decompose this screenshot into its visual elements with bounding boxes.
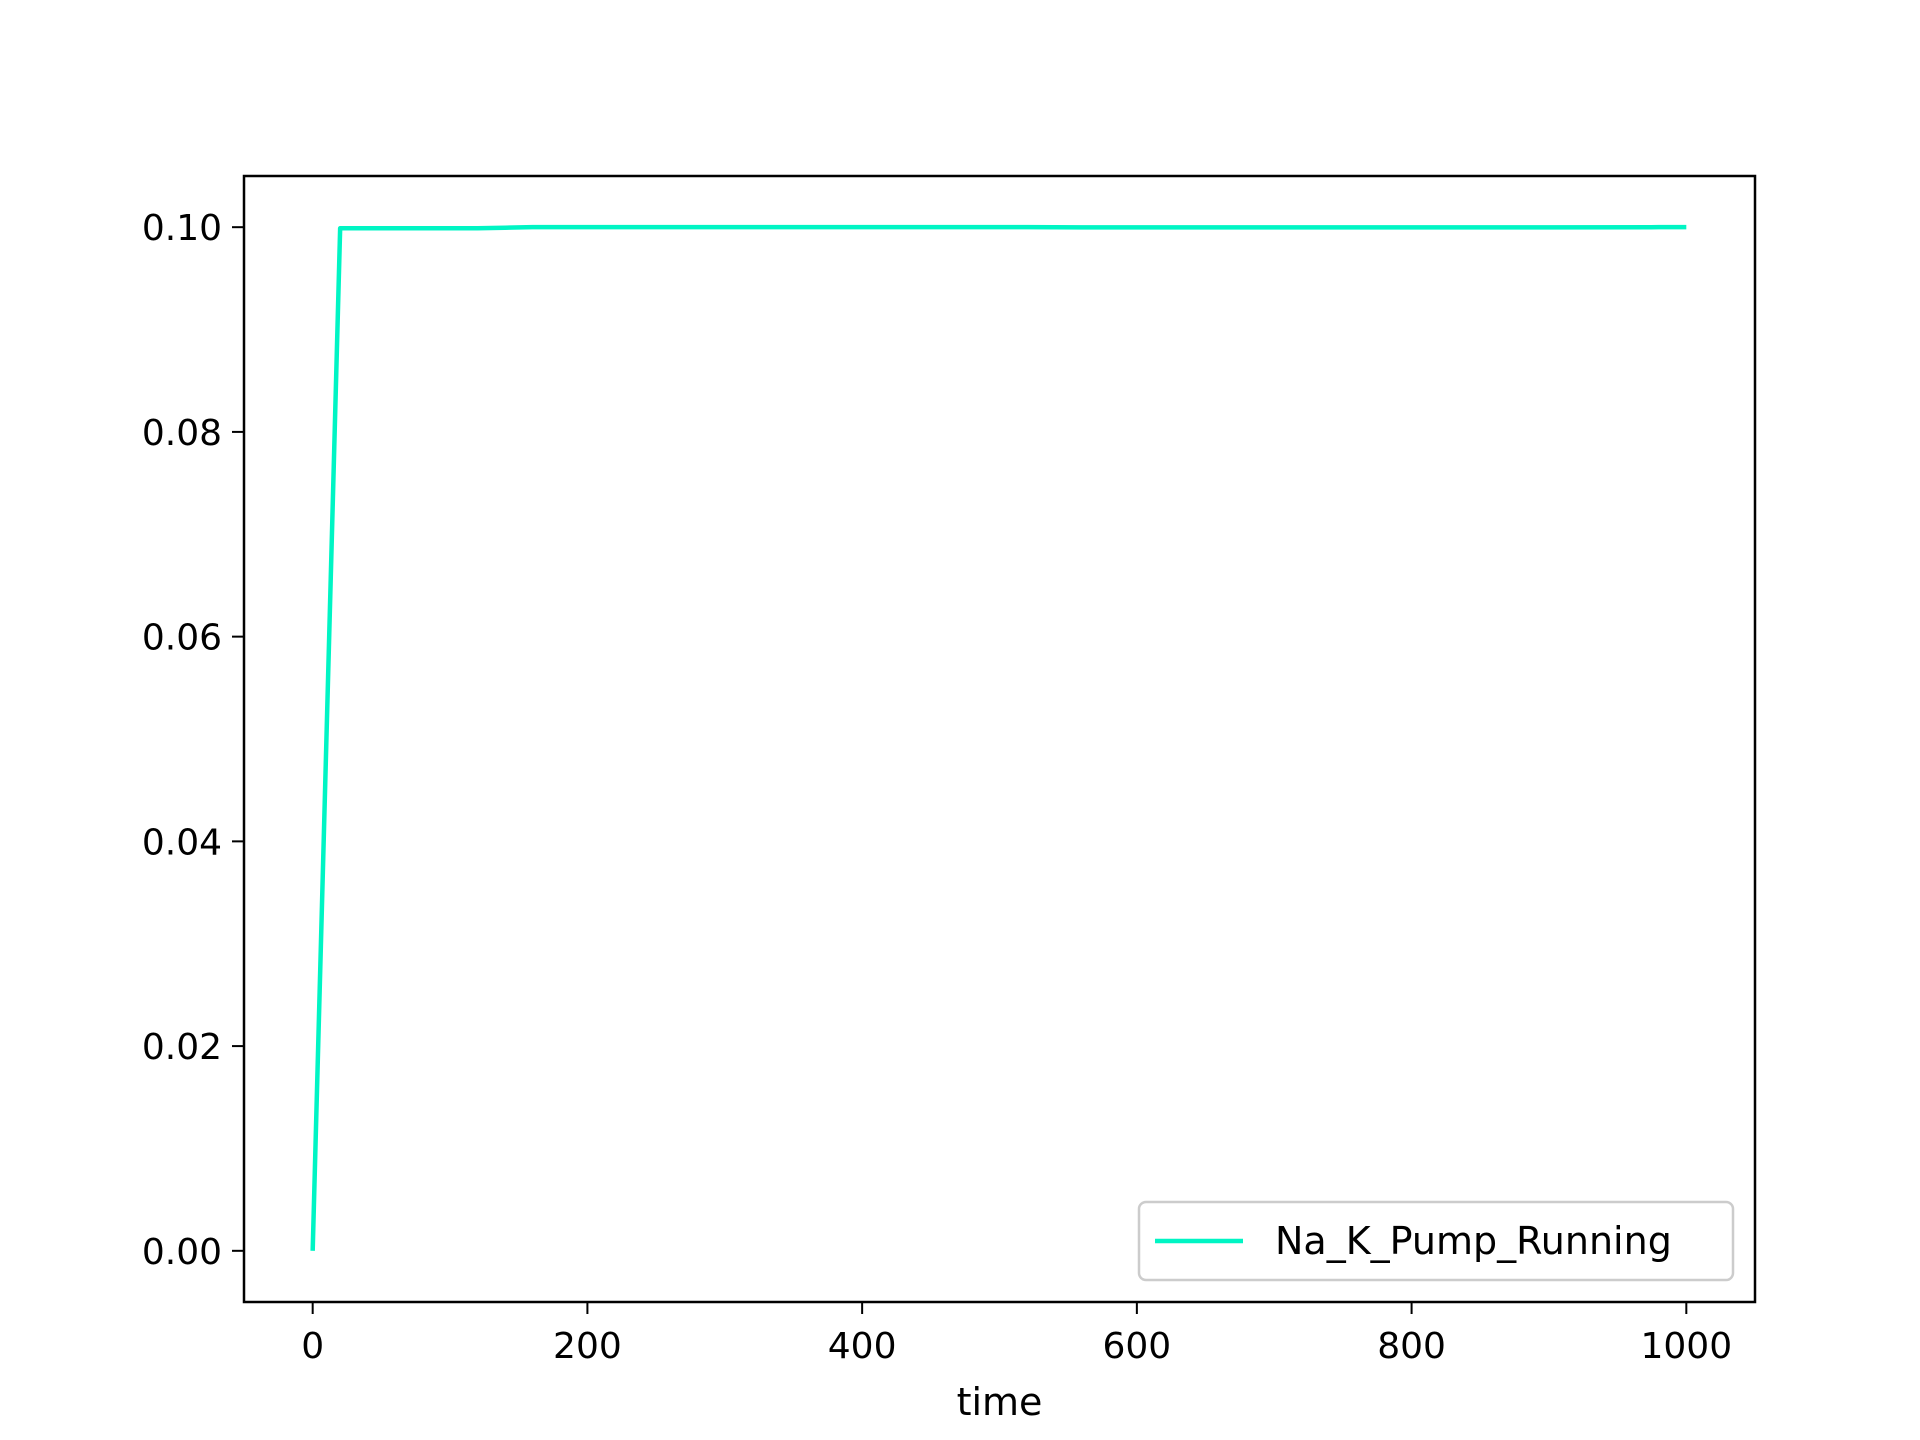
x-tick-label: 800 [1377, 1326, 1446, 1367]
x-axis: 0 200 400 600 800 1000 [301, 1302, 1732, 1367]
y-tick-label: 0.06 [142, 618, 222, 659]
y-tick-label: 0.08 [142, 413, 222, 454]
y-tick-label: 0.02 [142, 1027, 222, 1068]
plot-area [242, 174, 1757, 1304]
x-tick-label: 400 [828, 1326, 897, 1367]
y-axis: 0.00 0.02 0.04 0.06 0.08 0.10 [142, 208, 244, 1273]
y-tick-label: 0.10 [142, 208, 222, 249]
series-line-0 [310, 224, 1687, 1251]
y-tick-label: 0.04 [142, 822, 222, 863]
legend-box [1137, 1200, 1735, 1282]
x-tick-label: 1000 [1641, 1326, 1733, 1367]
legend: Na_K_Pump_Running [1137, 1200, 1735, 1282]
plot-frame [242, 174, 1757, 1304]
x-tick-label: 0 [301, 1326, 324, 1367]
y-tick-label: 0.00 [142, 1232, 222, 1273]
x-axis-label: time [957, 1380, 1043, 1424]
legend-label: Na_K_Pump_Running [1275, 1219, 1672, 1263]
x-tick-label: 200 [553, 1326, 622, 1367]
x-tick-label: 600 [1103, 1326, 1172, 1367]
